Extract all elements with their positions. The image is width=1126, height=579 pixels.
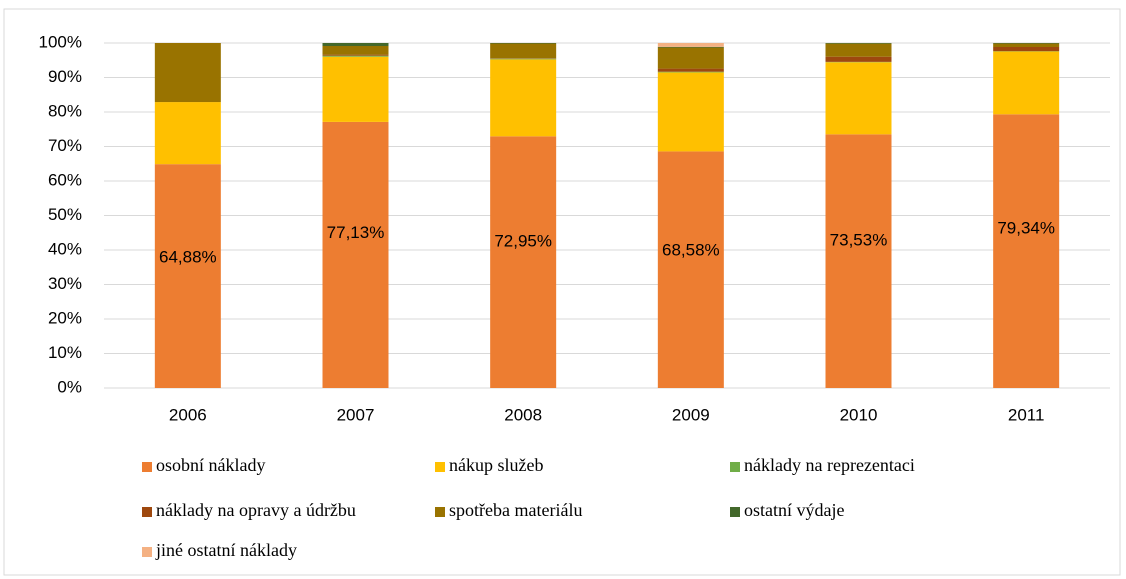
- legend-swatch: [142, 507, 152, 517]
- y-tick-label: 60%: [48, 170, 82, 189]
- legend-swatch: [730, 462, 740, 472]
- bar-segment: [657, 151, 724, 388]
- data-label: 77,13%: [327, 223, 385, 242]
- legend-swatch: [435, 462, 445, 472]
- data-label: 73,53%: [830, 230, 888, 249]
- bar-segment: [490, 43, 557, 59]
- y-tick-label: 100%: [39, 32, 82, 51]
- bar-segment: [993, 114, 1060, 388]
- legend-swatch: [142, 462, 152, 472]
- bar-segment: [993, 47, 1060, 52]
- bar-segment: [657, 43, 724, 47]
- y-tick-label: 20%: [48, 308, 82, 327]
- bar-segment: [657, 47, 724, 69]
- bar-segment: [993, 51, 1060, 115]
- y-tick-label: 0%: [57, 377, 82, 396]
- bar-segment: [825, 62, 892, 135]
- x-tick-label: 2007: [337, 405, 375, 424]
- legend-label: nákup služeb: [449, 455, 543, 475]
- bar-segment: [657, 72, 724, 152]
- bar-segment: [657, 71, 724, 73]
- bar-segment: [490, 58, 557, 60]
- bar-segment: [993, 43, 1060, 48]
- y-tick-label: 80%: [48, 101, 82, 120]
- x-tick-label: 2011: [1008, 405, 1045, 424]
- bar-segment: [490, 136, 557, 388]
- legend-swatch: [730, 507, 740, 517]
- x-tick-label: 2006: [169, 405, 207, 424]
- bar-segment: [154, 43, 221, 103]
- bar-segment: [657, 68, 724, 72]
- x-tick-label: 2010: [840, 405, 878, 424]
- bar-segment: [825, 56, 892, 62]
- legend-label: jiné ostatní náklady: [155, 540, 297, 560]
- y-tick-label: 10%: [48, 343, 82, 362]
- bar-segment: [825, 134, 892, 388]
- y-tick-label: 90%: [48, 67, 82, 86]
- bar-segment: [322, 43, 389, 47]
- y-tick-label: 40%: [48, 239, 82, 258]
- legend-swatch: [142, 547, 152, 557]
- y-tick-label: 70%: [48, 136, 82, 155]
- bar-segment: [322, 55, 389, 57]
- legend-label: osobní náklady: [156, 455, 266, 475]
- bar-segment: [322, 46, 389, 55]
- bar-segment: [322, 54, 389, 56]
- legend-label: spotřeba materiálu: [449, 500, 582, 520]
- bar-segment: [993, 43, 1060, 44]
- data-label: 72,95%: [494, 232, 552, 251]
- legend-label: náklady na opravy a údržbu: [156, 500, 356, 520]
- data-label: 79,34%: [997, 219, 1055, 238]
- y-tick-label: 50%: [48, 205, 82, 224]
- bar-segment: [825, 43, 892, 57]
- bar-segment: [154, 102, 221, 165]
- x-tick-label: 2009: [672, 405, 710, 424]
- legend-label: ostatní výdaje: [744, 500, 844, 520]
- data-label: 64,88%: [159, 248, 217, 267]
- bar-segment: [657, 46, 724, 48]
- legend-swatch: [435, 507, 445, 517]
- bar-segment: [825, 43, 892, 44]
- x-tick-label: 2008: [504, 405, 542, 424]
- data-label: 68,58%: [662, 240, 720, 259]
- y-tick-label: 30%: [48, 274, 82, 293]
- bar-segment: [490, 43, 557, 44]
- bar-segment: [322, 121, 389, 389]
- bar-segment: [490, 59, 557, 137]
- bar-segment: [154, 164, 221, 388]
- bar-segment: [322, 56, 389, 122]
- legend-label: náklady na reprezentaci: [744, 455, 915, 475]
